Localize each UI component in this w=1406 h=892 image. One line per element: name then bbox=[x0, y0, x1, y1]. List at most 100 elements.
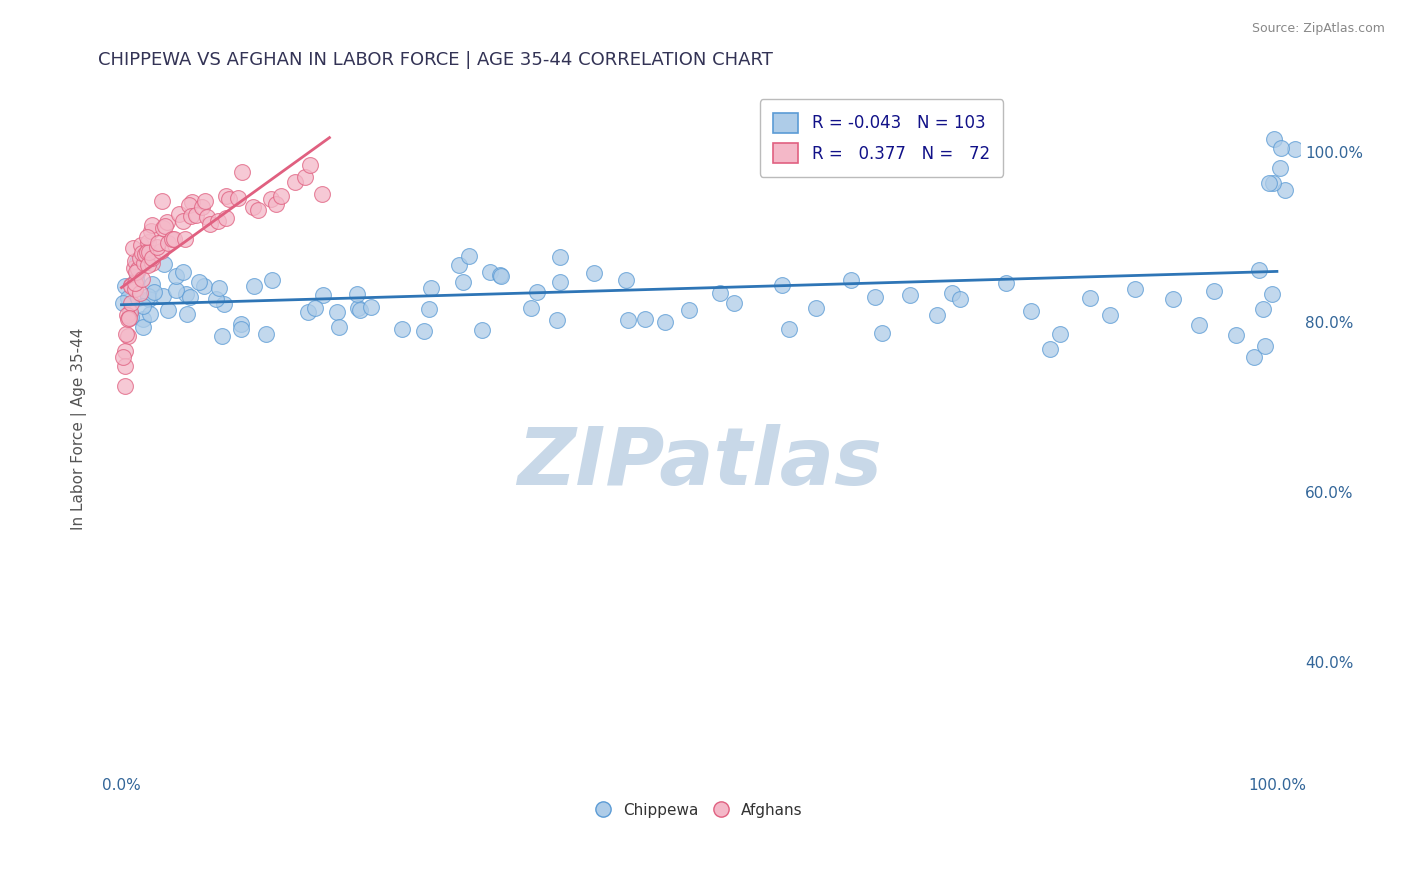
Point bbox=[139, 224, 162, 238]
Point bbox=[142, 285, 165, 299]
Point bbox=[174, 232, 197, 246]
Point bbox=[270, 189, 292, 203]
Point bbox=[120, 305, 142, 319]
Text: Source: ZipAtlas.com: Source: ZipAtlas.com bbox=[1251, 22, 1385, 36]
Point bbox=[1263, 132, 1285, 146]
Point bbox=[132, 256, 155, 270]
Point bbox=[1098, 308, 1121, 322]
Point bbox=[349, 302, 371, 317]
Point bbox=[1187, 318, 1209, 333]
Point bbox=[122, 260, 145, 275]
Point bbox=[131, 271, 153, 285]
Point bbox=[226, 191, 249, 205]
Point bbox=[129, 286, 152, 301]
Point bbox=[114, 279, 136, 293]
Point bbox=[136, 289, 159, 303]
Point bbox=[120, 310, 142, 325]
Point bbox=[1261, 176, 1284, 190]
Text: CHIPPEWA VS AFGHAN IN LABOR FORCE | AGE 35-44 CORRELATION CHART: CHIPPEWA VS AFGHAN IN LABOR FORCE | AGE … bbox=[98, 51, 773, 69]
Point bbox=[311, 287, 333, 301]
Point bbox=[678, 302, 700, 317]
Point bbox=[152, 289, 174, 303]
Point bbox=[1251, 301, 1274, 316]
Point bbox=[297, 305, 319, 319]
Point bbox=[1258, 176, 1281, 190]
Point bbox=[229, 322, 252, 336]
Point bbox=[215, 211, 238, 226]
Point bbox=[941, 285, 963, 300]
Point bbox=[195, 210, 218, 224]
Point bbox=[1078, 291, 1101, 305]
Point bbox=[1284, 142, 1306, 156]
Point bbox=[478, 265, 501, 279]
Point bbox=[141, 277, 163, 292]
Point bbox=[898, 288, 921, 302]
Point bbox=[654, 315, 676, 329]
Point bbox=[146, 240, 169, 254]
Point bbox=[111, 295, 134, 310]
Point bbox=[326, 305, 349, 319]
Point bbox=[136, 230, 159, 244]
Point bbox=[131, 299, 153, 313]
Point bbox=[193, 279, 215, 293]
Point bbox=[134, 247, 156, 261]
Point bbox=[1163, 293, 1185, 307]
Point bbox=[1039, 342, 1062, 356]
Point bbox=[124, 254, 146, 268]
Point bbox=[125, 255, 148, 269]
Point bbox=[1249, 262, 1271, 277]
Point bbox=[124, 281, 146, 295]
Point bbox=[112, 351, 135, 365]
Point bbox=[136, 244, 159, 259]
Point bbox=[863, 291, 886, 305]
Point bbox=[346, 287, 368, 301]
Point bbox=[131, 245, 153, 260]
Point bbox=[117, 291, 139, 305]
Point bbox=[519, 301, 541, 315]
Point bbox=[139, 307, 162, 321]
Point bbox=[231, 317, 253, 331]
Point bbox=[120, 296, 142, 310]
Point bbox=[1019, 304, 1042, 318]
Point bbox=[194, 194, 217, 208]
Point bbox=[124, 277, 146, 291]
Point bbox=[839, 273, 862, 287]
Point bbox=[152, 221, 174, 235]
Point bbox=[127, 262, 149, 277]
Point bbox=[146, 236, 169, 251]
Point bbox=[218, 192, 240, 206]
Point bbox=[207, 214, 229, 228]
Point bbox=[136, 258, 159, 272]
Legend: Chippewa, Afghans: Chippewa, Afghans bbox=[589, 797, 808, 823]
Point bbox=[135, 254, 157, 268]
Point bbox=[128, 252, 150, 266]
Point bbox=[150, 194, 173, 208]
Point bbox=[458, 249, 481, 263]
Point bbox=[994, 277, 1017, 291]
Point bbox=[215, 189, 238, 203]
Point bbox=[138, 245, 160, 260]
Text: ZIPatlas: ZIPatlas bbox=[516, 424, 882, 502]
Point bbox=[163, 232, 186, 246]
Point bbox=[152, 257, 174, 271]
Point bbox=[231, 165, 253, 179]
Point bbox=[153, 219, 176, 233]
Point bbox=[1261, 286, 1284, 301]
Point bbox=[1270, 141, 1292, 155]
Point bbox=[1202, 284, 1225, 298]
Point bbox=[156, 215, 179, 229]
Point bbox=[180, 210, 202, 224]
Point bbox=[548, 275, 571, 289]
Point bbox=[1253, 339, 1275, 353]
Point bbox=[138, 292, 160, 306]
Point bbox=[346, 301, 368, 315]
Point bbox=[328, 320, 350, 334]
Point bbox=[420, 281, 443, 295]
Point bbox=[125, 265, 148, 279]
Point bbox=[264, 197, 287, 211]
Point bbox=[141, 252, 163, 266]
Point bbox=[115, 326, 138, 341]
Point bbox=[136, 235, 159, 250]
Point bbox=[1270, 161, 1292, 176]
Point bbox=[709, 285, 731, 300]
